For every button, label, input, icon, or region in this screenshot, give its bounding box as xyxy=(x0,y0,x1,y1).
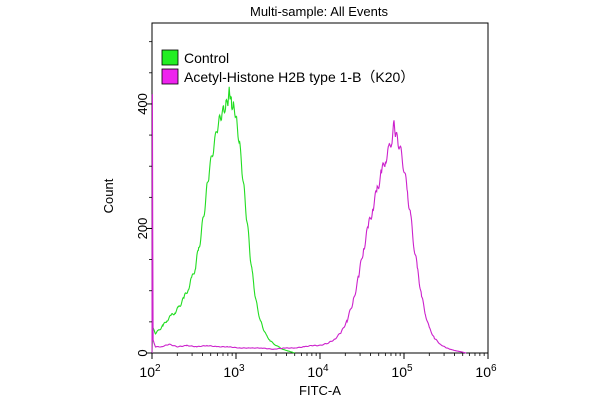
series-line-control xyxy=(151,86,295,354)
x-axis-label: FITC-A xyxy=(299,383,341,398)
y-tick-label-0: 0 xyxy=(135,349,150,356)
x-tick-label-10-4: 104 xyxy=(307,363,329,380)
x-tick-label-10-6: 106 xyxy=(475,363,497,380)
legend-swatch-control xyxy=(161,49,179,66)
legend: Control Acetyl-Histone H2B type 1-B（K20） xyxy=(161,49,414,85)
series-layer xyxy=(151,86,467,354)
x-tick-label-10-3: 103 xyxy=(223,363,245,380)
x-tick-label-10-2: 102 xyxy=(139,363,161,380)
legend-swatch-acetyl-histone xyxy=(161,68,179,85)
y-tick-label-400: 400 xyxy=(135,93,150,115)
legend-label-control: Control xyxy=(184,50,229,66)
chart-title: Multi-sample: All Events xyxy=(250,4,388,19)
series-line-acetyl-histone-h2b-type-1-b-k20 xyxy=(151,94,467,354)
x-tick-label-10-5: 105 xyxy=(391,363,413,380)
legend-label-acetyl-histone: Acetyl-Histone H2B type 1-B（K20） xyxy=(184,69,414,85)
axis-layer: 102 103 104 105 106 0 200 400 xyxy=(135,41,497,380)
y-axis-label: Count xyxy=(101,178,116,213)
y-tick-label-200: 200 xyxy=(135,218,150,240)
